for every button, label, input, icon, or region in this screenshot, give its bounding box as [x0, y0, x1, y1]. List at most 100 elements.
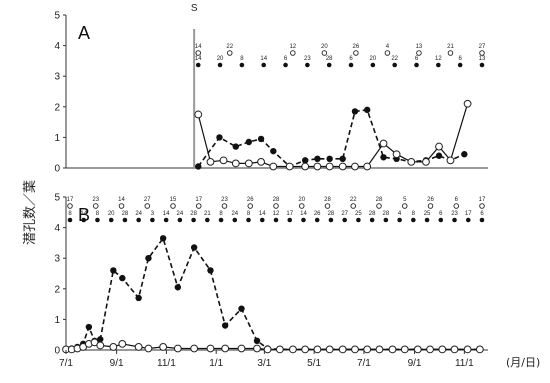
annotation-label: 5: [403, 197, 407, 203]
annotation-open-marker: [324, 203, 331, 209]
annotation-open-marker: [321, 50, 328, 56]
annotation-filled-marker: [287, 217, 293, 223]
data-point-filled: [326, 155, 333, 163]
annotation-label: 22: [391, 56, 398, 62]
x-tick-label: 5/1: [307, 358, 321, 369]
x-tick-label: 9/1: [110, 358, 124, 369]
annotation-open-marker: [376, 203, 382, 209]
annotation-filled-marker: [136, 217, 141, 223]
data-point-open: [190, 344, 199, 353]
annotation-label: 17: [67, 197, 74, 203]
x-tick-label: 1/1: [209, 358, 223, 369]
annotation-label: 17: [195, 197, 202, 203]
y-tick-label: 1: [54, 315, 60, 326]
data-point-filled: [351, 108, 359, 115]
data-point-filled: [253, 337, 261, 345]
annotation-label: 17: [465, 211, 472, 217]
data-point-open: [463, 345, 472, 354]
annotation-open-marker: [118, 203, 125, 209]
annotation-filled-marker: [479, 62, 485, 68]
data-point-open: [144, 344, 153, 353]
data-point-filled: [135, 294, 142, 302]
annotation-open-marker: [195, 50, 201, 56]
annotation-label: 13: [416, 44, 423, 50]
annotation-filled-marker: [328, 217, 334, 223]
data-point-open: [159, 343, 168, 351]
annotation-label: 12: [435, 56, 442, 62]
annotation-label: 28: [190, 211, 197, 217]
data-point-open: [313, 345, 322, 354]
annotation-open-marker: [350, 203, 357, 209]
annotation-filled-marker: [261, 62, 267, 68]
annotation-label: 25: [355, 211, 362, 217]
data-point-open: [426, 345, 434, 354]
annotation-filled-marker: [218, 217, 224, 223]
annotation-open-marker: [353, 50, 359, 56]
data-point-filled: [119, 274, 126, 282]
series-line-open: [197, 103, 469, 168]
annotation-label: 14: [80, 211, 87, 217]
annotation-open-marker: [221, 203, 228, 209]
data-point-open: [463, 99, 472, 108]
annotation-filled-marker: [246, 217, 251, 223]
annotation-filled-marker: [191, 217, 196, 223]
annotation-label: 22: [226, 44, 233, 50]
data-point-open: [231, 159, 240, 168]
annotation-label: 8: [412, 211, 416, 217]
data-point-open: [257, 157, 265, 166]
annotation-filled-marker: [239, 62, 245, 68]
series-line-filled: [197, 109, 465, 168]
annotation-label: 8: [68, 211, 72, 217]
annotation-open-marker: [479, 203, 485, 209]
annotation-label: 14: [300, 211, 307, 217]
data-point-open: [407, 157, 416, 166]
data-point-open: [118, 339, 127, 348]
annotation-label: 14: [260, 56, 267, 62]
data-point-open: [269, 162, 278, 171]
y-axis-label: 潜孔数／葉: [23, 180, 38, 245]
annotation-label: 14: [163, 211, 170, 217]
annotation-open-marker: [299, 203, 305, 209]
annotation-label: 23: [92, 197, 99, 203]
data-point-open: [435, 142, 443, 151]
annotation-filled-marker: [383, 217, 389, 223]
data-point-filled: [363, 106, 371, 114]
annotation-filled-marker: [67, 217, 73, 223]
data-point-filled: [159, 235, 167, 242]
annotation-filled-marker: [424, 217, 430, 223]
annotation-filled-marker: [273, 217, 279, 223]
annotation-label: 26: [427, 197, 434, 203]
data-point-open: [285, 162, 294, 171]
annotation-filled-marker: [305, 62, 310, 68]
data-point-open: [338, 345, 347, 354]
annotation-filled-marker: [150, 217, 155, 223]
data-point-open: [206, 344, 215, 353]
annotation-open-marker: [170, 203, 176, 209]
annotation-label: 6: [415, 56, 419, 62]
annotation-label: 24: [135, 211, 142, 217]
data-point-filled: [221, 322, 229, 329]
data-point-filled: [380, 154, 387, 161]
annotation-label: 25: [424, 211, 431, 217]
x-tick-label: 11/1: [157, 358, 176, 369]
data-point-filled: [174, 284, 182, 291]
annotation-open-marker: [384, 50, 391, 56]
data-point-filled: [110, 267, 117, 274]
annotation-label: 14: [195, 56, 202, 62]
annotation-filled-marker: [438, 217, 444, 223]
y-tick-label: 2: [54, 102, 60, 113]
annotation-label: 14: [118, 197, 125, 203]
annotation-filled-marker: [356, 217, 361, 223]
annotation-label: 27: [341, 211, 348, 217]
annotation-label: 8: [240, 56, 244, 62]
y-tick-label: 1: [54, 133, 60, 144]
annotation-label: 24: [231, 211, 238, 217]
annotation-label: 20: [108, 211, 115, 217]
annotation-filled-marker: [369, 217, 375, 223]
annotation-open-marker: [453, 203, 460, 209]
y-tick-label: 4: [54, 41, 60, 52]
annotation-filled-marker: [465, 217, 471, 223]
annotation-label: 26: [314, 211, 321, 217]
annotation-label: 21: [204, 211, 211, 217]
data-point-open: [450, 345, 459, 354]
